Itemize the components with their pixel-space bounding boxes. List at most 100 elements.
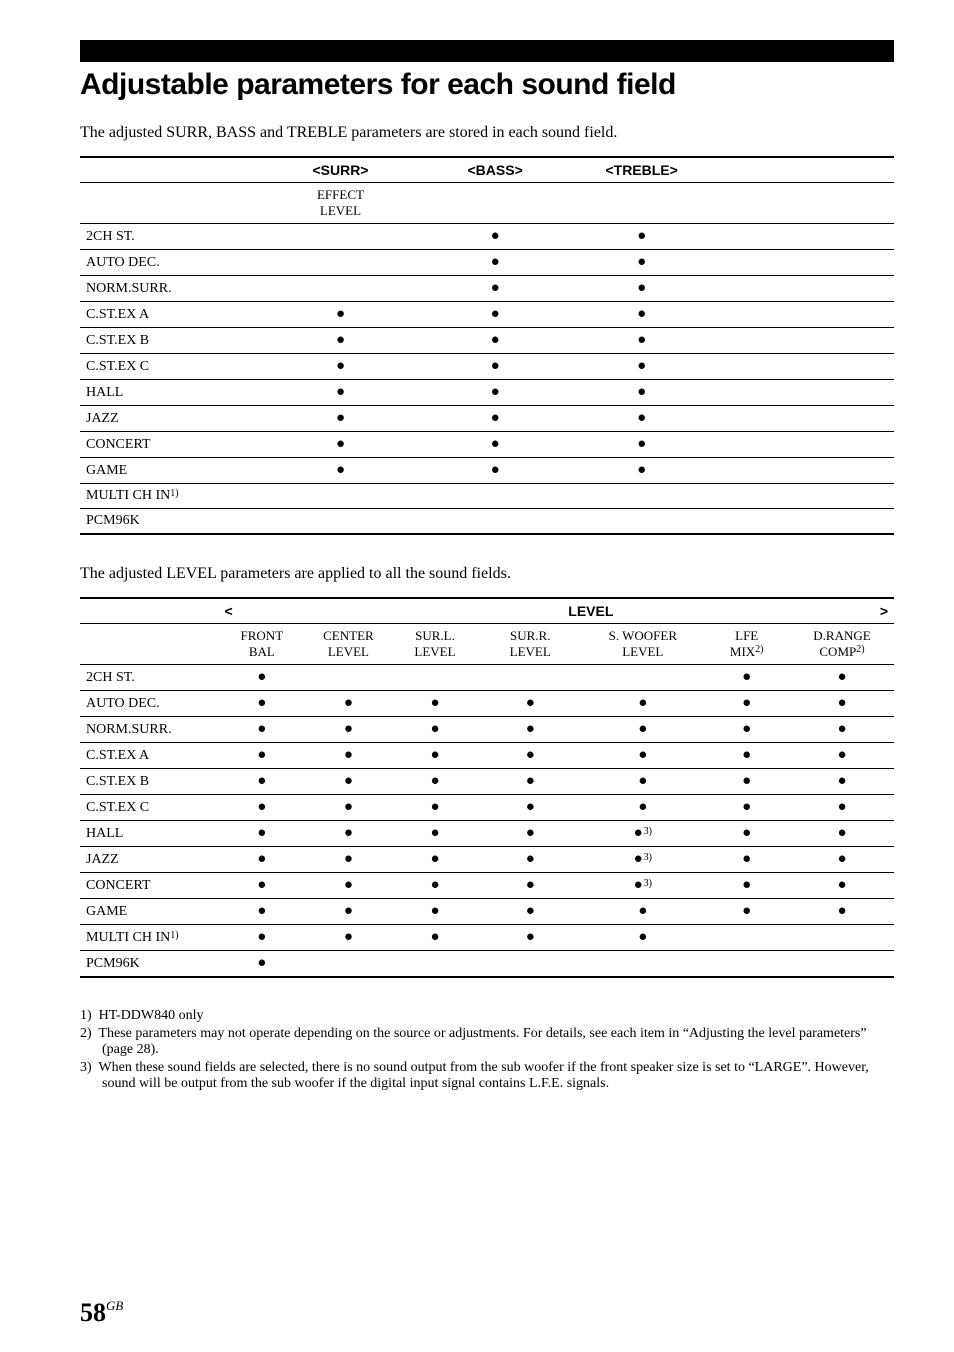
table-row: 2CH ST. xyxy=(80,665,894,691)
cell xyxy=(219,925,306,951)
cell: 3) xyxy=(582,873,703,899)
table1-header-surr: <SURR> xyxy=(259,157,422,183)
cell xyxy=(305,665,392,691)
dot-icon xyxy=(257,852,266,867)
cell xyxy=(219,795,306,821)
dot-icon xyxy=(257,878,266,893)
dot-icon xyxy=(526,722,535,737)
row-label: C.ST.EX C xyxy=(80,795,219,821)
row-label: HALL xyxy=(80,821,219,847)
dot-icon xyxy=(491,281,500,296)
dot-icon xyxy=(837,852,846,867)
cell xyxy=(568,406,715,432)
cell xyxy=(582,717,703,743)
dot-icon xyxy=(637,463,646,478)
table-row: CONCERT3) xyxy=(80,873,894,899)
table2-sub-5: LFE MIX2) xyxy=(703,624,790,665)
cell xyxy=(259,509,422,535)
cell xyxy=(703,821,790,847)
dot-icon xyxy=(336,463,345,478)
cell: 3) xyxy=(582,847,703,873)
dot-icon xyxy=(257,800,266,815)
cell xyxy=(703,899,790,925)
row-label: AUTO DEC. xyxy=(80,250,259,276)
row-label: C.ST.EX C xyxy=(80,354,259,380)
cell xyxy=(478,717,582,743)
table-row: C.ST.EX B xyxy=(80,769,894,795)
cell xyxy=(703,717,790,743)
dot-icon xyxy=(336,307,345,322)
table2-sub-6: D.RANGE COMP2) xyxy=(790,624,894,665)
dot-icon xyxy=(837,774,846,789)
cell xyxy=(305,795,392,821)
dot-icon xyxy=(742,774,751,789)
cell xyxy=(305,847,392,873)
dot-icon xyxy=(526,904,535,919)
table-row: C.ST.EX C xyxy=(80,354,894,380)
row-label: AUTO DEC. xyxy=(80,691,219,717)
cell xyxy=(790,769,894,795)
cell xyxy=(422,458,569,484)
cell xyxy=(568,224,715,250)
cell xyxy=(790,717,894,743)
cell xyxy=(478,743,582,769)
dot-icon xyxy=(430,904,439,919)
dot-icon xyxy=(837,696,846,711)
dot-icon xyxy=(257,774,266,789)
dot-icon xyxy=(336,359,345,374)
dot-icon xyxy=(638,748,647,763)
cell xyxy=(790,873,894,899)
footnote-3: 3) When these sound fields are selected,… xyxy=(80,1060,894,1092)
cell xyxy=(422,354,569,380)
dot-icon xyxy=(344,748,353,763)
cell xyxy=(259,458,422,484)
cell xyxy=(219,873,306,899)
dot-icon xyxy=(638,904,647,919)
cell xyxy=(568,276,715,302)
dot-icon xyxy=(257,930,266,945)
dot-icon xyxy=(637,359,646,374)
dot-icon xyxy=(638,722,647,737)
dot-icon xyxy=(837,670,846,685)
dot-icon xyxy=(257,904,266,919)
cell xyxy=(219,717,306,743)
dot-icon xyxy=(430,774,439,789)
dot-icon xyxy=(257,748,266,763)
cell xyxy=(568,432,715,458)
row-label: MULTI CH IN1) xyxy=(80,484,259,509)
cell xyxy=(422,380,569,406)
table-row: MULTI CH IN1) xyxy=(80,925,894,951)
cell xyxy=(305,925,392,951)
cell xyxy=(219,821,306,847)
cell xyxy=(790,795,894,821)
dot-icon xyxy=(637,437,646,452)
page-number-value: 58 xyxy=(80,1298,106,1327)
cell xyxy=(392,691,479,717)
cell xyxy=(422,302,569,328)
cell xyxy=(703,743,790,769)
table-row: MULTI CH IN1) xyxy=(80,484,894,509)
table2-sub-0: FRONT BAL xyxy=(219,624,306,665)
dot-icon xyxy=(430,722,439,737)
cell xyxy=(582,899,703,925)
table-row: JAZZ3) xyxy=(80,847,894,873)
table2-sub-4: S. WOOFER LEVEL xyxy=(582,624,703,665)
cell xyxy=(392,899,479,925)
row-label: CONCERT xyxy=(80,432,259,458)
dot-icon xyxy=(257,722,266,737)
cell xyxy=(392,951,479,978)
cell xyxy=(582,769,703,795)
dot-icon xyxy=(742,904,751,919)
cell xyxy=(259,276,422,302)
dot-icon xyxy=(491,229,500,244)
dot-icon xyxy=(491,437,500,452)
dot-icon xyxy=(638,930,647,945)
cell xyxy=(219,665,306,691)
table-row: AUTO DEC. xyxy=(80,691,894,717)
cell xyxy=(422,224,569,250)
cell xyxy=(790,665,894,691)
cell xyxy=(478,769,582,795)
dot-icon xyxy=(430,748,439,763)
dot-icon xyxy=(637,307,646,322)
row-label: 2CH ST. xyxy=(80,665,219,691)
